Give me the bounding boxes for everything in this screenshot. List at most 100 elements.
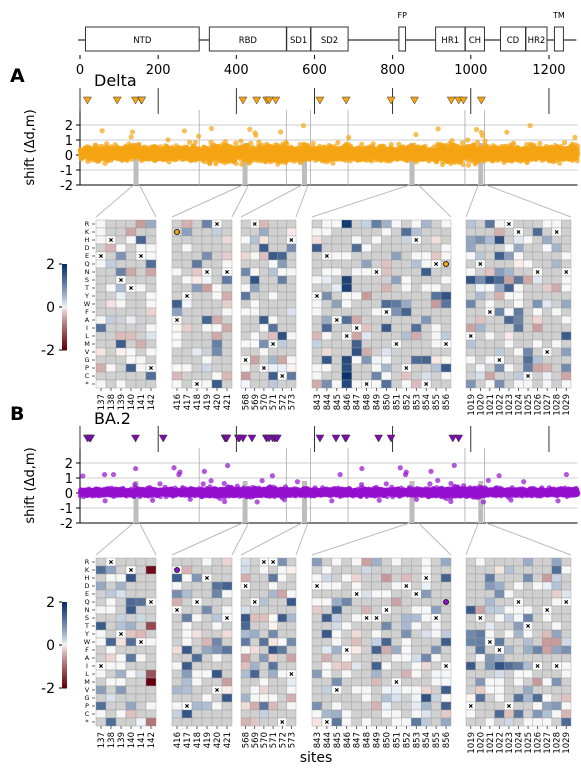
heatmap-cell (421, 236, 431, 244)
heatmap-cell (278, 332, 287, 340)
heatmap-cell (202, 348, 212, 356)
heatmap-cell (476, 268, 486, 276)
heatmap-cell (391, 308, 401, 316)
heatmap-cell (362, 364, 372, 372)
heatmap-cell (495, 220, 505, 228)
heatmap-cell (411, 284, 421, 292)
heatmap-cell (421, 252, 431, 260)
heatmap-cell (485, 260, 495, 268)
heatmap-cell (504, 284, 514, 292)
scatter-point (436, 126, 441, 131)
site-label: 1019 (467, 394, 477, 416)
heatmap-cell (421, 308, 431, 316)
domain-box-fp (399, 27, 406, 51)
heatmap-cell (126, 380, 136, 388)
heatmap-cell (466, 244, 476, 252)
heatmap-cell (476, 340, 486, 348)
heatmap-cell (485, 316, 495, 324)
site-label: 416 (173, 394, 183, 410)
heatmap-cell (250, 244, 259, 252)
heatmap-cell (401, 228, 411, 236)
heatmap-cell (96, 356, 106, 364)
heatmap-cell (106, 348, 116, 356)
heatmap-cell (342, 372, 352, 380)
heatmap-cell (250, 380, 259, 388)
heatmap-cell (106, 380, 116, 388)
heatmap-cell (182, 220, 192, 228)
heatmap-cell (382, 252, 392, 260)
heatmap-cell (533, 324, 543, 332)
heatmap-cell (514, 356, 524, 364)
heatmap-cell (466, 372, 476, 380)
heatmap-cell (372, 260, 382, 268)
panel-title-a: Delta (94, 71, 137, 90)
heatmap-cell (212, 332, 222, 340)
heatmap-cell (431, 316, 441, 324)
heatmap-cell (533, 380, 543, 388)
heatmap-cell (485, 228, 495, 236)
heatmap-cell (269, 260, 278, 268)
site-label: 851 (392, 394, 402, 410)
heatmap-cell (322, 316, 332, 324)
heatmap-cell (372, 300, 382, 308)
heatmap-cell (241, 380, 250, 388)
heatmap-cell (182, 308, 192, 316)
heatmap-cell (322, 380, 332, 388)
heatmap-cell (259, 340, 268, 348)
heatmap-cell (411, 300, 421, 308)
heatmap-cell (106, 292, 116, 300)
top-tick-label-1000: 1000 (454, 63, 487, 78)
heatmap-cell (182, 260, 192, 268)
heatmap-cell (136, 292, 146, 300)
heatmap-cell (362, 324, 372, 332)
site-label: 855 (432, 394, 442, 410)
heatmap-cell (126, 308, 136, 316)
heatmap-cell (250, 228, 259, 236)
heatmap-cell (287, 348, 296, 356)
heatmap-cell (287, 372, 296, 380)
heatmap-cell (431, 356, 441, 364)
heatmap-cell (504, 300, 514, 308)
heatmap-cell (495, 228, 505, 236)
heatmap-cell (441, 268, 451, 276)
heatmap-cell (106, 364, 116, 372)
heatmap-cell (391, 300, 401, 308)
heatmap-cell (504, 260, 514, 268)
heatmap-cell (96, 372, 106, 380)
heatmap-cell (126, 260, 136, 268)
heatmap-cell (476, 220, 486, 228)
heatmap-cell (322, 260, 332, 268)
heatmap-cell (485, 372, 495, 380)
heatmap-cell (441, 300, 451, 308)
heatmap-cell (504, 316, 514, 324)
heatmap-cell (322, 332, 332, 340)
heatmap-cell (523, 268, 533, 276)
heatmap-cell (106, 316, 116, 324)
heatmap-cell (401, 260, 411, 268)
heatmap-cell (106, 308, 116, 316)
heatmap-cell (172, 252, 182, 260)
heatmap-cell (352, 244, 362, 252)
heatmap-cell (278, 276, 287, 284)
scatter-point (504, 130, 509, 135)
y-tick-label--2: -2 (60, 179, 73, 194)
heatmap-cell (241, 220, 250, 228)
domain-label-ntd: NTD (133, 36, 152, 46)
heatmap-cell (269, 308, 278, 316)
heatmap-cell (287, 284, 296, 292)
heatmap-cell (96, 348, 106, 356)
heatmap-cell (126, 236, 136, 244)
heatmap-cell (278, 236, 287, 244)
heatmap-cell (476, 252, 486, 260)
heatmap-cell (146, 348, 156, 356)
heatmap-cell (212, 340, 222, 348)
heatmap-cell (192, 244, 202, 252)
heatmap-cell (431, 252, 441, 260)
heatmap-cell (172, 284, 182, 292)
heatmap-cell (332, 300, 342, 308)
heatmap-cell (504, 268, 514, 276)
heatmap-cell (476, 316, 486, 324)
heatmap-cell (533, 220, 543, 228)
heatmap-cell (495, 324, 505, 332)
heatmap-cell (533, 228, 543, 236)
